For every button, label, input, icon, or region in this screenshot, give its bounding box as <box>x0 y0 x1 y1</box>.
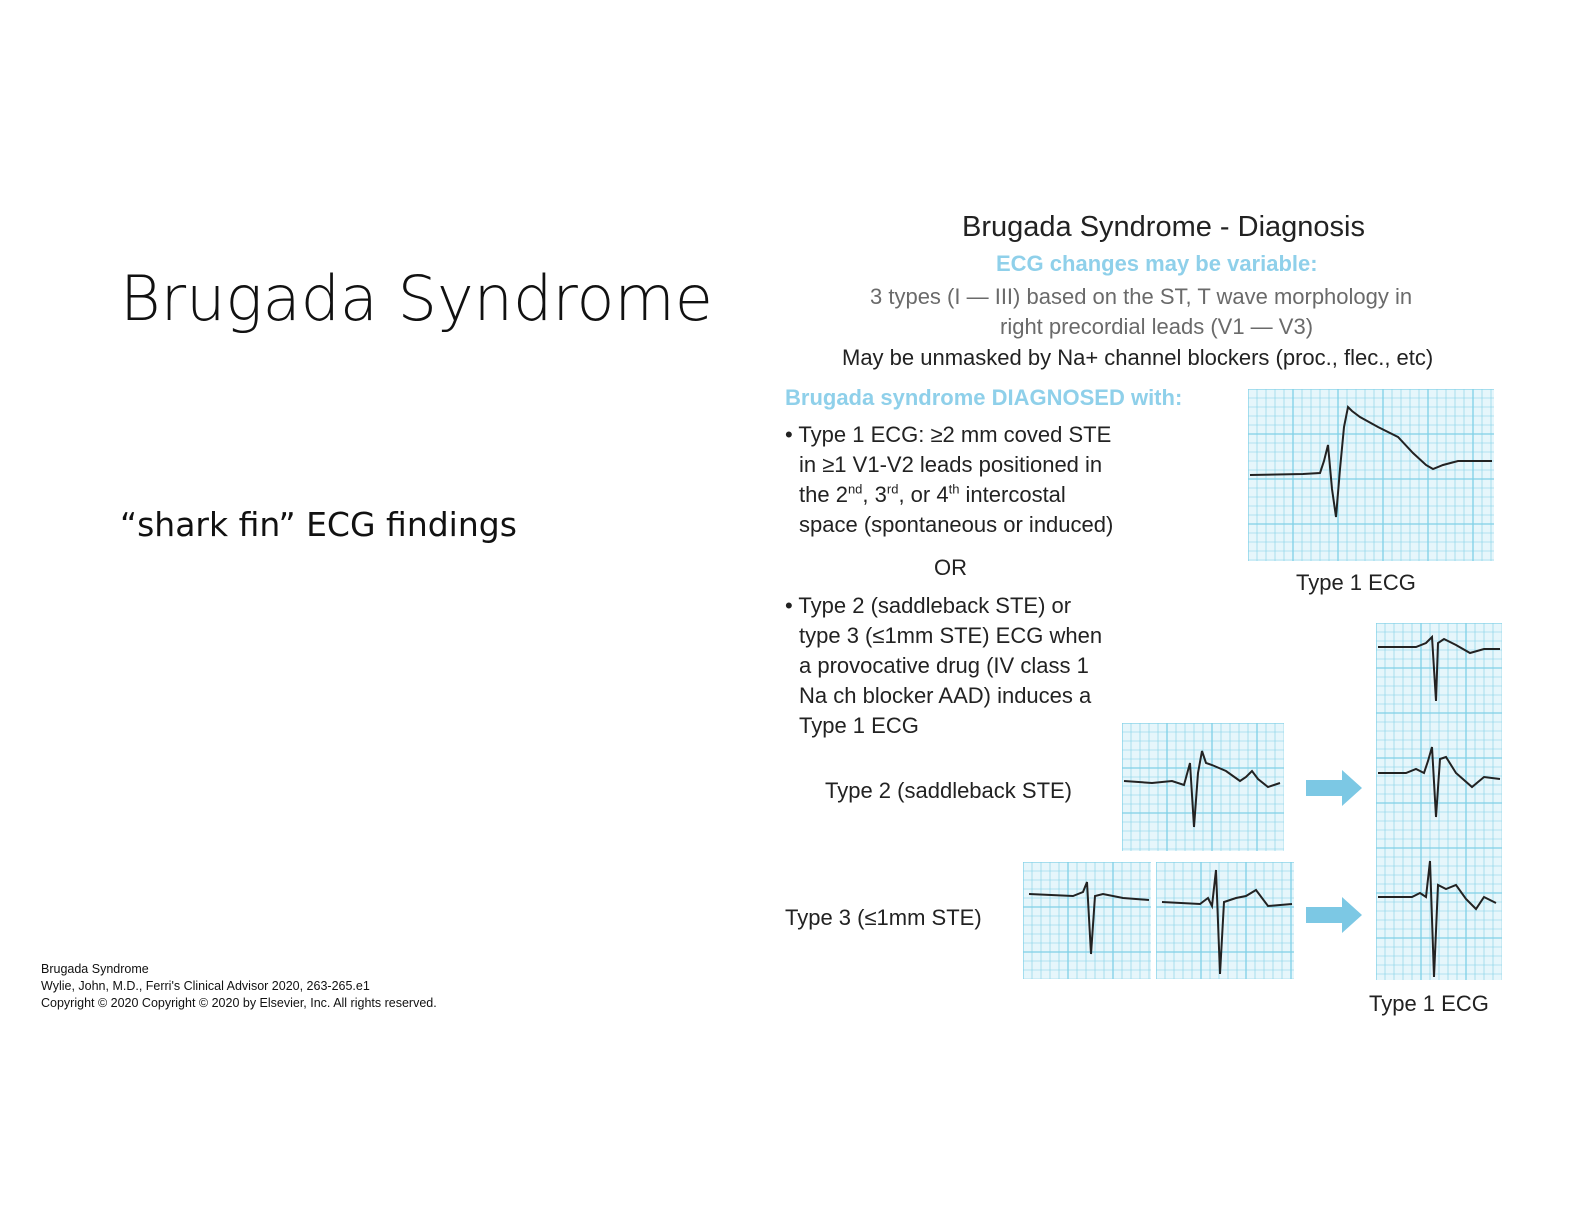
type1-result-caption: Type 1 ECG <box>1369 991 1489 1016</box>
types-line-1: 3 types (I — III) based on the ST, T wav… <box>870 284 1413 309</box>
bullet-type2-line5: Type 1 ECG <box>799 713 919 738</box>
type3-ecg-strip-a <box>1023 862 1151 979</box>
type1-caption: Type 1 ECG <box>1296 570 1416 595</box>
type1-result-ecg-strip <box>1376 623 1502 980</box>
bullet-type2-line3: a provocative drug (IV class 1 <box>799 653 1089 678</box>
type3b-ecg-trace <box>1161 869 1293 975</box>
arrow-right-icon <box>1306 770 1362 806</box>
type2-label: Type 2 (saddleback STE) <box>825 778 1073 803</box>
unmask-line: May be unmasked by Na+ channel blockers … <box>842 345 1434 370</box>
bullet-type2-3: • Type 2 (saddleback STE) or type 3 (≤1m… <box>785 591 1102 741</box>
ecg-grid-paper <box>1376 623 1502 980</box>
or-label: OR <box>934 555 967 580</box>
type3-ecg-strip-b <box>1156 862 1294 979</box>
ecg-grid-paper <box>1023 862 1151 979</box>
result-ecg-trace-2 <box>1378 746 1501 818</box>
type3-label: Type 3 (≤1mm STE) <box>785 905 982 930</box>
type2-ecg-trace <box>1123 750 1281 828</box>
diagnosed-heading: Brugada syndrome DIAGNOSED with: <box>785 385 1183 410</box>
variable-note: ECG changes may be variable: <box>996 251 1318 276</box>
ecg-grid-paper <box>1156 862 1294 979</box>
citation-copyright: Copyright © 2020 Copyright © 2020 by Els… <box>41 996 437 1010</box>
bullet-type2-line4: Na ch blocker AAD) induces a <box>799 683 1092 708</box>
bullet-type2-line2: type 3 (≤1mm STE) ECG when <box>799 623 1103 648</box>
citation-title: Brugada Syndrome <box>41 962 149 976</box>
brugada-diagnosis-figure: Brugada Syndrome - Diagnosis ECG changes… <box>780 205 1525 1025</box>
bullet-type2-line1: • Type 2 (saddleback STE) or <box>785 593 1072 618</box>
type2-ecg-strip <box>1122 723 1284 851</box>
type3a-ecg-trace <box>1028 881 1150 955</box>
type1-ecg-strip <box>1248 389 1494 561</box>
type1-ecg-trace <box>1249 404 1492 518</box>
arrow-right-icon <box>1306 897 1362 933</box>
bullet-type1: • Type 1 ECG: ≥2 mm coved STE in ≥1 V1-V… <box>785 420 1113 540</box>
slide-title: Brugada Syndrome <box>120 262 713 335</box>
citation: Brugada Syndrome Wylie, John, M.D., Ferr… <box>41 961 437 1012</box>
bullet-type1-line1: • Type 1 ECG: ≥2 mm coved STE <box>785 422 1112 447</box>
bullet-type1-line2: in ≥1 V1-V2 leads positioned in <box>799 452 1103 477</box>
ecg-grid-paper <box>1122 723 1284 851</box>
figure-title: Brugada Syndrome - Diagnosis <box>962 211 1365 243</box>
slide-subtitle: “shark fin” ECG findings <box>120 505 517 544</box>
bullet-type1-line4: space (spontaneous or induced) <box>799 512 1114 537</box>
result-ecg-trace-3 <box>1378 860 1497 978</box>
bullet-type1-line3: the 2nd, 3rd, or 4th intercostal <box>799 481 1066 507</box>
result-ecg-trace-1 <box>1378 634 1500 702</box>
types-line-2: right precordial leads (V1 — V3) <box>1000 314 1314 339</box>
citation-source: Wylie, John, M.D., Ferri's Clinical Advi… <box>41 979 370 993</box>
